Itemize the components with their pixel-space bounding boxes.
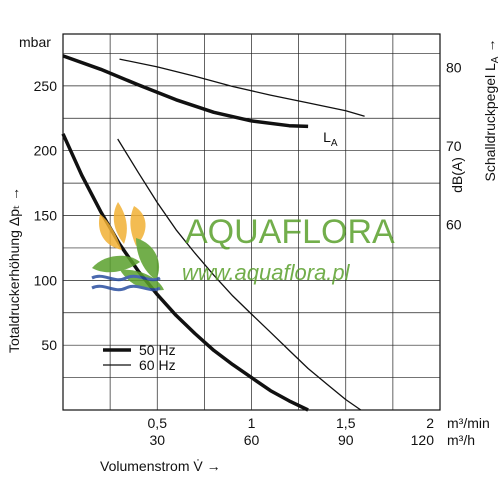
y-left-tick-label: 100: [34, 272, 58, 288]
watermark-url: www.aquaflora.pl: [182, 260, 351, 285]
legend-label-60hz: 60 Hz: [139, 357, 176, 373]
y-right-tick-label: 60: [446, 216, 462, 232]
la-annotation-sub: A: [331, 138, 338, 149]
x-tick-label-m3min: 1: [248, 415, 256, 431]
x-tick-label-m3h: 30: [149, 432, 165, 448]
y-left-tick-label: 200: [34, 143, 58, 159]
aquaflora-watermark: AQUAFLORA www.aquaflora.pl: [91, 202, 395, 292]
y-right-tick-label: 70: [446, 138, 462, 154]
y-left-title: Totaldruckerhöhung Δpₜ →: [6, 187, 22, 353]
la-annotation: LA: [323, 129, 338, 149]
x-unit-m3min: m³/min: [447, 415, 490, 431]
chart-legend: 50 Hz 60 Hz: [103, 342, 176, 373]
x-tick-label-m3h: 120: [411, 432, 435, 448]
x-tick-label-m3min: 2: [426, 415, 434, 431]
grid-lines: [63, 34, 440, 410]
la-annotation-main: L: [323, 129, 331, 145]
legend-label-50hz: 50 Hz: [139, 342, 176, 358]
y-right-title: Schalldruckpegel LA →: [482, 39, 500, 182]
x-tick-label-m3h: 90: [338, 432, 354, 448]
y-left-tick-label: 50: [41, 337, 57, 353]
x-tick-label-m3min: 1,5: [336, 415, 356, 431]
watermark-brand: AQUAFLORA: [185, 213, 395, 251]
series-line-left-50hz: [61, 133, 309, 412]
x-tick-label-m3h: 60: [244, 432, 260, 448]
series-line-left-60hz: [117, 138, 362, 411]
series-line-right-60hz: [119, 58, 365, 117]
x-unit-m3h: m³/h: [447, 432, 475, 448]
y-right-title-main: Schalldruckpegel L: [482, 63, 498, 182]
x-tick-label-m3min: 0,5: [148, 415, 168, 431]
chart-series: [61, 54, 365, 412]
y-left-unit: mbar: [19, 34, 51, 50]
y-right-title-sub: A: [490, 56, 500, 63]
aquaflora-logo: [91, 202, 164, 292]
series-line-right-50hz: [62, 54, 309, 129]
x-axis-title: Volumenstrom V̇ →: [100, 458, 221, 474]
y-right-unit: dB(A): [449, 157, 465, 193]
y-right-title-arrow: →: [482, 39, 498, 53]
y-left-tick-label: 150: [34, 208, 58, 224]
y-right-tick-label: 80: [446, 60, 462, 76]
y-left-tick-label: 250: [34, 78, 58, 94]
